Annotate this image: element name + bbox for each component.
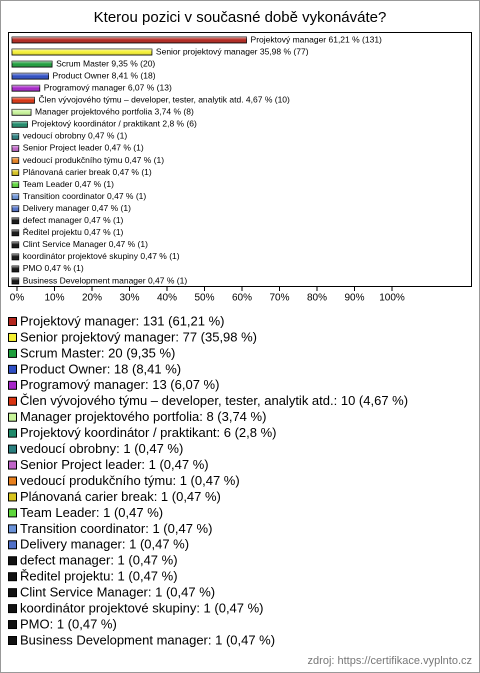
bar-shine bbox=[12, 49, 152, 56]
legend-swatch bbox=[8, 380, 17, 390]
bar-label: Senior Project leader 0,47 % (1) bbox=[23, 143, 144, 153]
bar-label: Plánovaná carier break 0,47 % (1) bbox=[23, 167, 152, 177]
bar-label: koordinátor projektové skupiny 0,47 % (1… bbox=[23, 251, 180, 261]
x-tick-label: 100% bbox=[379, 293, 405, 304]
bar-shine bbox=[12, 61, 53, 68]
bar-shine bbox=[12, 109, 32, 116]
bar-shine bbox=[12, 73, 49, 80]
legend-label: Product Owner: 18 (8,41 %) bbox=[20, 361, 181, 376]
x-tick-label: 40% bbox=[157, 293, 177, 304]
legend-label: Business Development manager: 1 (0,47 %) bbox=[20, 632, 275, 647]
legend-swatch bbox=[8, 620, 17, 630]
legend-label: vedoucí obrobny: 1 (0,47 %) bbox=[20, 441, 183, 456]
bar-label: vedoucí obrobny 0,47 % (1) bbox=[23, 131, 128, 141]
x-tick-label: 10% bbox=[44, 293, 64, 304]
bar-shine bbox=[12, 265, 19, 272]
legend-swatch bbox=[8, 540, 17, 550]
bar-label: Senior projektový manager 35,98 % (77) bbox=[156, 46, 309, 56]
bar-shine bbox=[12, 169, 19, 176]
legend-swatch bbox=[8, 460, 17, 470]
x-tick-label: 30% bbox=[119, 293, 139, 304]
bar-label: vedoucí produkčního týmu 0,47 % (1) bbox=[23, 155, 164, 165]
bar-shine bbox=[12, 229, 19, 236]
x-tick-label: 70% bbox=[269, 293, 289, 304]
bar-label: Clint Service Manager 0,47 % (1) bbox=[23, 239, 148, 249]
x-tick-label: 60% bbox=[232, 293, 252, 304]
bar-shine bbox=[12, 205, 19, 212]
legend-label: Projektový koordinátor / praktikant: 6 (… bbox=[20, 425, 277, 440]
legend-swatch bbox=[8, 364, 17, 374]
x-tick-label: 50% bbox=[194, 293, 214, 304]
legend-label: Plánovaná carier break: 1 (0,47 %) bbox=[20, 489, 221, 504]
x-tick-label: 90% bbox=[344, 293, 364, 304]
legend-label: Projektový manager: 131 (61,21 %) bbox=[20, 313, 225, 328]
bar-label: Manager projektového portfolia 3,74 % (8… bbox=[35, 107, 194, 117]
legend-label: Team Leader: 1 (0,47 %) bbox=[20, 505, 163, 520]
legend-swatch bbox=[8, 444, 17, 454]
bar-label: Business Development manager 0,47 % (1) bbox=[23, 275, 188, 285]
legend-label: koordinátor projektové skupiny: 1 (0,47 … bbox=[20, 601, 264, 616]
bar-shine bbox=[12, 253, 19, 260]
legend-label: Programový manager: 13 (6,07 %) bbox=[20, 377, 219, 392]
bar-label: defect manager 0,47 % (1) bbox=[23, 215, 124, 225]
bar-shine bbox=[12, 97, 35, 104]
bar-shine bbox=[12, 217, 19, 224]
bar-label: PMO 0,47 % (1) bbox=[23, 263, 84, 273]
legend-label: Člen vývojového týmu – developer, tester… bbox=[20, 393, 408, 408]
legend-swatch bbox=[8, 508, 17, 518]
legend-label: Senior projektový manager: 77 (35,98 %) bbox=[20, 329, 257, 344]
x-tick-label: 80% bbox=[307, 293, 327, 304]
legend-swatch bbox=[8, 428, 17, 438]
legend-label: Scrum Master: 20 (9,35 %) bbox=[20, 345, 175, 360]
bar-label: Projektový manager 61,21 % (131) bbox=[251, 34, 383, 44]
bar-shine bbox=[12, 85, 40, 92]
legend-label: Ředitel projektu: 1 (0,47 %) bbox=[20, 569, 178, 584]
legend-swatch bbox=[8, 572, 17, 582]
legend-swatch bbox=[8, 317, 17, 326]
x-tick-label: 20% bbox=[82, 293, 102, 304]
bar-shine bbox=[12, 133, 19, 140]
bar-shine bbox=[12, 37, 247, 43]
chart-title: Kterou pozici v současné době vykonáváte… bbox=[94, 9, 387, 26]
bar-shine bbox=[12, 121, 28, 128]
legend-swatch bbox=[8, 524, 17, 534]
source: zdroj: https://certifikace.vyplnto.cz bbox=[308, 655, 472, 667]
legend-swatch bbox=[8, 588, 17, 598]
bar-label: Ředitel projektu 0,47 % (1) bbox=[23, 227, 124, 237]
legend-label: Transition coordinator: 1 (0,47 %) bbox=[20, 521, 212, 536]
legend-label: Clint Service Manager: 1 (0,47 %) bbox=[20, 585, 215, 600]
legend-swatch bbox=[8, 556, 17, 566]
legend-swatch bbox=[8, 636, 17, 645]
legend-swatch bbox=[8, 476, 17, 486]
legend-swatch bbox=[8, 348, 17, 358]
bar-shine bbox=[12, 241, 19, 248]
bar-label: Programový manager 6,07 % (13) bbox=[44, 82, 172, 92]
legend-swatch bbox=[8, 492, 17, 502]
bar-shine bbox=[12, 181, 19, 188]
bar-shine bbox=[12, 278, 19, 284]
x-tick-label: 0% bbox=[10, 293, 25, 304]
bar-label: Projektový koordinátor / praktikant 2,8 … bbox=[32, 119, 198, 129]
bar-label: Transition coordinator 0,47 % (1) bbox=[23, 191, 147, 201]
legend-label: Manager projektového portfolia: 8 (3,74 … bbox=[20, 409, 266, 424]
bar-label: Scrum Master 9,35 % (20) bbox=[56, 58, 155, 68]
legend-swatch bbox=[8, 604, 17, 614]
bar-label: Product Owner 8,41 % (18) bbox=[53, 70, 156, 80]
bar-shine bbox=[12, 157, 19, 164]
plot-frame bbox=[8, 32, 472, 287]
legend-swatch bbox=[8, 332, 17, 342]
legend-label: Delivery manager: 1 (0,47 %) bbox=[20, 537, 189, 552]
bar-label: Team Leader 0,47 % (1) bbox=[23, 179, 114, 189]
bar-shine bbox=[12, 193, 19, 200]
legend-label: PMO: 1 (0,47 %) bbox=[20, 616, 117, 631]
legend-swatch bbox=[8, 412, 17, 422]
bar-label: Delivery manager 0,47 % (1) bbox=[23, 203, 131, 213]
bar-shine bbox=[12, 145, 19, 152]
legend-label: defect manager: 1 (0,47 %) bbox=[20, 553, 178, 568]
bar-label: Člen vývojového týmu – developer, tester… bbox=[39, 95, 291, 105]
legend-label: vedoucí produkčního týmu: 1 (0,47 %) bbox=[20, 473, 240, 488]
legend-label: Senior Project leader: 1 (0,47 %) bbox=[20, 457, 209, 472]
legend-swatch bbox=[8, 396, 17, 406]
